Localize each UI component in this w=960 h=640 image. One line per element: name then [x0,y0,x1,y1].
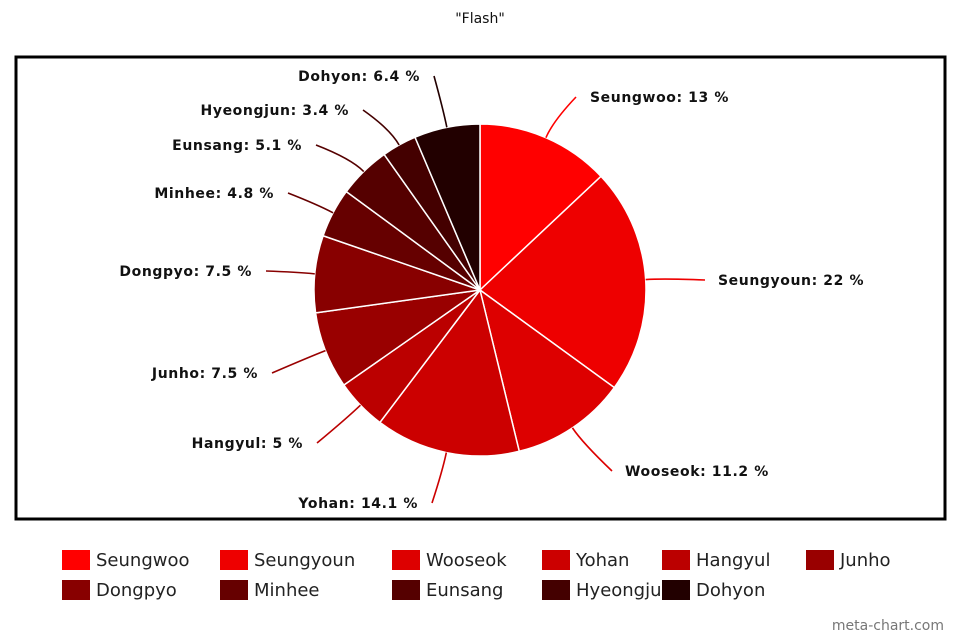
legend-label: Dongpyo [96,579,177,601]
legend-swatch [542,580,570,600]
pie-slice-wooseok [478,288,616,453]
legend-item-hyeongjun: Hyeongjun [542,576,673,604]
legend-item-yohan: Yohan [542,546,629,574]
legend-swatch [62,550,90,570]
legend-swatch [220,550,248,570]
data-label-dongpyo: Dongpyo: 7.5 % [119,264,252,280]
leader-line-dohyon [433,75,448,128]
legend-swatch [662,580,690,600]
pie-slice-seungwoo [479,123,603,292]
legend-swatch [62,580,90,600]
data-label-eunsang: Eunsang: 5.1 % [172,138,302,154]
data-label-hangyul: Hangyul: 5 % [192,436,303,452]
chart-title: "Flash" [455,11,505,27]
legend-item-hangyul: Hangyul [662,546,770,574]
data-label-minhee: Minhee: 4.8 % [154,186,274,202]
legend-item-minhee: Minhee [220,576,320,604]
leader-line-yohan [431,452,448,504]
legend-label: Eunsang [426,579,504,601]
legend-item-seungyoun: Seungyoun [220,546,355,574]
data-label-seungwoo: Seungwoo: 13 % [590,90,729,106]
data-label-seungyoun: Seungyoun: 22 % [718,273,864,289]
legend-label: Junho [840,549,891,571]
leader-line-seungyoun [645,278,706,281]
legend-swatch [220,580,248,600]
legend-swatch [542,550,570,570]
legend-swatch [662,550,690,570]
leader-line-hyeongjun [362,109,400,146]
leader-line-minhee [287,192,334,214]
legend-swatch [392,550,420,570]
legend-item-seungwoo: Seungwoo [62,546,190,574]
legend-label: Yohan [576,549,630,571]
leader-line-eunsang [315,144,365,173]
legend-label: Minhee [254,579,320,601]
legend-item-dohyon: Dohyon [662,576,765,604]
legend-item-junho: Junho [806,546,891,574]
legend-label: Seungyoun [254,549,356,571]
leader-line-seungwoo [545,96,577,138]
data-label-junho: Junho: 7.5 % [151,366,258,382]
data-label-wooseok: Wooseok: 11.2 % [625,464,769,480]
leader-line-wooseok [571,427,613,472]
legend-swatch [806,550,834,570]
legend-label: Wooseok [426,549,507,571]
data-label-hyeongjun: Hyeongjun: 3.4 % [201,103,349,119]
legend-label: Hyeongjun [576,579,673,601]
data-label-yohan: Yohan: 14.1 % [297,496,418,512]
watermark: meta-chart.com [831,618,944,634]
legend-label: Seungwoo [96,549,190,571]
legend-item-dongpyo: Dongpyo [62,576,177,604]
leader-line-junho [271,349,326,374]
leader-line-dongpyo [265,270,315,275]
legend-item-eunsang: Eunsang [392,576,503,604]
legend-label: Dohyon [696,579,766,601]
data-label-dohyon: Dohyon: 6.4 % [298,69,420,85]
pie-slice-dohyon [414,123,481,291]
leader-line-hangyul [316,404,361,444]
legend-swatch [392,580,420,600]
legend-item-wooseok: Wooseok [392,546,507,574]
legend-label: Hangyul [696,549,771,571]
